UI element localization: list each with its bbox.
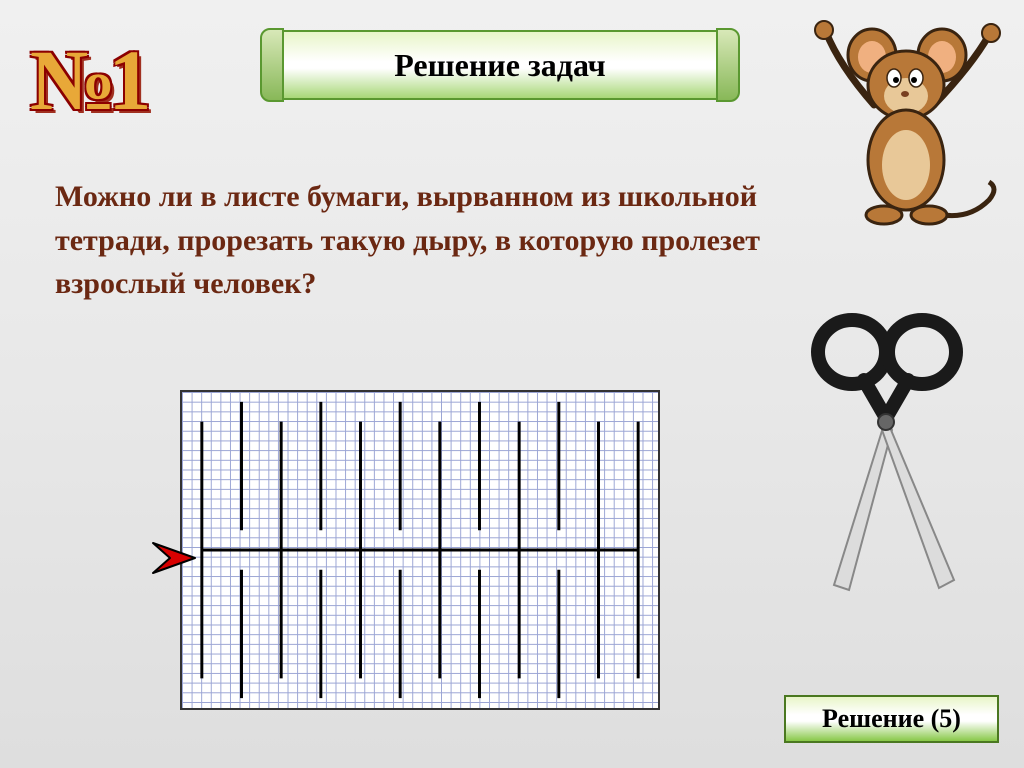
solution-button[interactable]: Решение (5)	[784, 695, 999, 743]
solution-button-label: Решение (5)	[822, 704, 961, 734]
title-banner: Решение задач	[280, 30, 720, 100]
cut-diagram	[180, 390, 660, 710]
question-text: Можно ли в листе бумаги, вырванном из шк…	[55, 175, 815, 306]
mouse-illustration	[814, 10, 1004, 240]
arrow-marker-icon	[150, 538, 200, 578]
scissors-illustration	[794, 310, 984, 600]
title-text: Решение задач	[394, 47, 605, 84]
cut-lines	[182, 392, 658, 708]
problem-number-badge: №1	[30, 30, 143, 130]
